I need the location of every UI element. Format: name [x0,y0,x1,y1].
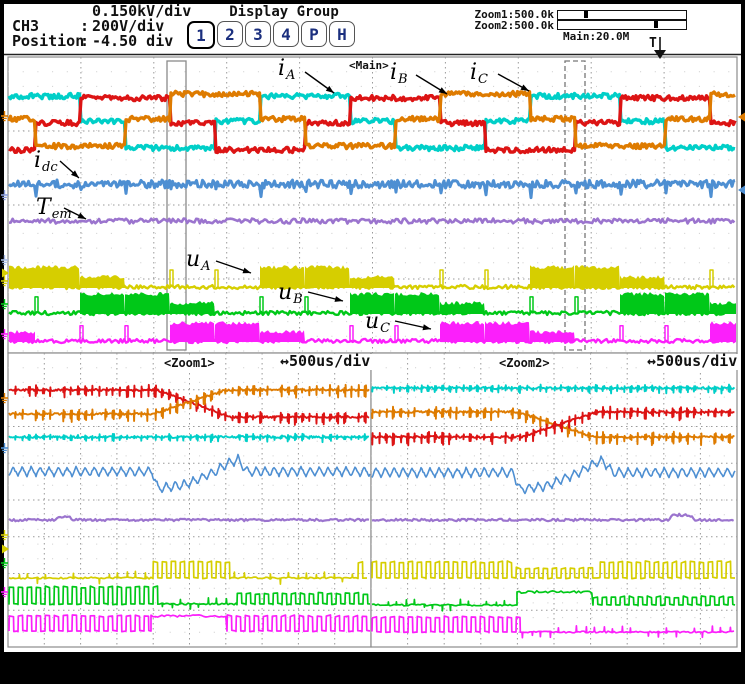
annotation-u-C: uC [365,309,391,337]
main-window-title: <Main> [349,59,389,72]
trigger-label: T [649,36,657,51]
position-separator: : [80,32,90,50]
zoom2-range-bar[interactable] [557,20,687,30]
annotation-i-dc: idc [34,148,58,176]
display-group-button-H[interactable]: H [329,21,355,47]
ch-extra-scale: 0.150kV/div [92,2,192,20]
ch-separator: : [80,17,90,35]
annotation-i-B: iB [390,60,408,88]
zoom1-readout: Zoom1:500.0k [474,8,554,21]
display-group-button-P[interactable]: P [301,21,327,47]
zoom1-position-marker[interactable] [583,11,588,18]
display-group-title: Display Group [229,4,339,20]
main-record-readout: Main:20.0M [563,30,630,43]
zoom1-timebase: ↔500us/div [278,352,373,370]
annotation-T-em: Tem [36,195,72,223]
position-label: Position [12,32,85,50]
annotation-u-B: uB [278,280,303,308]
zoom2-title: <Zoom2> [497,356,552,370]
zoom2-readout: Zoom2:500.0k [474,19,554,32]
display-group-button-1[interactable]: 1 [187,21,215,49]
ch-name: CH3 [12,17,40,35]
position-value: -4.50 div [92,32,174,50]
zoom2-position-marker[interactable] [653,21,658,28]
annotation-i-C: iC [470,60,488,88]
zoom1-title: <Zoom1> [162,356,217,370]
zoom1-range-bar[interactable] [557,10,687,20]
display-group-button-2[interactable]: 2 [217,21,243,47]
ch-scale: 200V/div [92,17,165,35]
annotation-i-A: iA [278,56,296,84]
annotation-u-A: uA [186,247,211,275]
zoom2-timebase: ↔500us/div [645,352,740,370]
display-group-button-4[interactable]: 4 [273,21,299,47]
display-group-button-3[interactable]: 3 [245,21,271,47]
